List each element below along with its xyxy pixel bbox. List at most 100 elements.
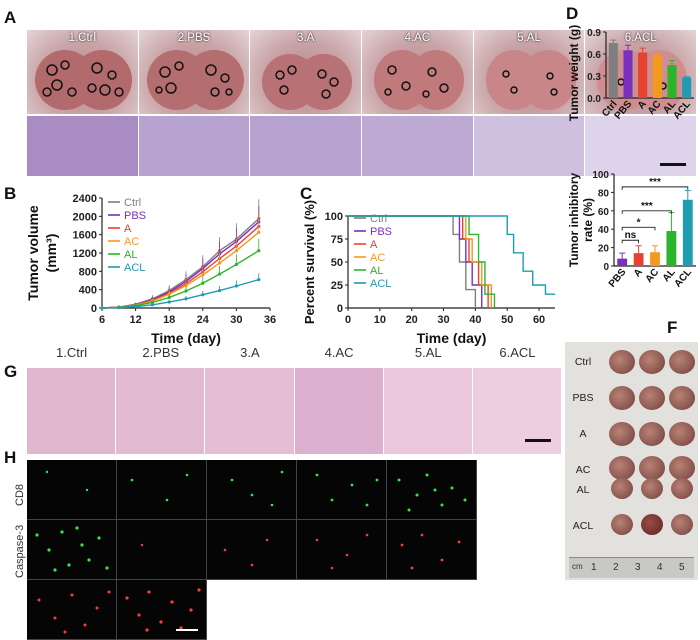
histology-image xyxy=(383,368,473,454)
histology-image xyxy=(473,116,586,176)
group-title: 1.Ctrl xyxy=(56,345,88,360)
tumor-sample xyxy=(639,386,665,410)
caspase-dots xyxy=(315,533,369,570)
ruler-tick: 2 xyxy=(613,562,619,573)
x-tick-label: 60 xyxy=(533,314,545,326)
fluorescence-image xyxy=(387,520,477,580)
tumor-sample xyxy=(669,350,695,374)
y-tick-label: 2400 xyxy=(73,193,97,205)
y-tick-label: 0.3 xyxy=(587,72,601,83)
fluorescence-image xyxy=(27,580,117,640)
x-tick-label: 10 xyxy=(374,314,386,326)
fluorescence-image xyxy=(207,520,297,580)
x-tick-label: 12 xyxy=(129,314,141,326)
histology-image xyxy=(205,368,295,454)
data-point xyxy=(234,262,238,267)
tumor-sample xyxy=(669,422,695,446)
data-point xyxy=(218,272,222,276)
legend-label: ACL xyxy=(124,262,145,274)
y-tick-label: 60 xyxy=(598,207,610,218)
panel-g-titles: 1.Ctrl 2.PBS 3.A 4.AC 5.AL 6.ACL xyxy=(27,345,562,360)
group-title: 4.AC xyxy=(324,345,354,360)
caspase-dots xyxy=(37,590,111,634)
lung-illustration xyxy=(262,54,353,110)
histology-image xyxy=(116,368,206,454)
x-tick-label: 40 xyxy=(469,314,481,326)
tumor-photo-panel: Ctrl PBS A AC AL ACL cm 1 2 3 4 5 xyxy=(565,342,698,580)
y-tick-label: 20 xyxy=(598,244,610,255)
fluorescence-image xyxy=(27,460,117,520)
data-point xyxy=(184,283,188,288)
panel-label-d: D xyxy=(566,4,579,23)
group-title: 5.AL xyxy=(414,345,442,360)
bar xyxy=(652,54,662,98)
group-title: 6.ACL xyxy=(624,32,657,44)
chart-e-inhibitory-rate: 0 20 40 60 80 100 Tumor inhibitory rate (%) PBS A… xyxy=(567,170,696,290)
ruler-tick: 1 xyxy=(591,562,597,573)
panel-label-b: B xyxy=(4,184,17,203)
bar xyxy=(608,43,618,98)
ruler-tick: 5 xyxy=(679,562,685,573)
data-point xyxy=(184,297,188,301)
data-point xyxy=(234,249,238,253)
tumor-sample xyxy=(609,350,635,374)
legend-label: ACL xyxy=(370,278,391,290)
histology-image xyxy=(27,116,139,176)
lung-photo: 2.PBS xyxy=(138,30,251,114)
tumor-sample xyxy=(611,478,633,499)
chart-c-survival: 0 25 50 75 100 0 10 20 30 40 50 60 Time (day) Percent… xyxy=(302,200,555,346)
bar xyxy=(682,199,693,266)
lung-illustration xyxy=(374,50,465,110)
lung-illustration xyxy=(35,50,132,110)
histology-image xyxy=(472,368,563,454)
legend-label: AC xyxy=(124,236,139,248)
legend-label: AC xyxy=(370,252,385,264)
y-tick-label: 0.0 xyxy=(587,94,601,105)
cd8-dots xyxy=(315,473,379,507)
caspase-dots xyxy=(400,533,461,570)
x-tick-label: PBS xyxy=(607,267,629,290)
y-tick-label: 0 xyxy=(91,303,97,315)
data-point xyxy=(201,281,205,285)
x-tick-label: ACL xyxy=(672,267,694,290)
x-tick-label: AC xyxy=(644,267,662,285)
chart-b-tumor-volume: 0 400 800 1200 1600 2000 2400 6 12 18 24 30 36 Time (… xyxy=(25,193,276,346)
row-label: AC xyxy=(575,464,591,476)
legend-label: AL xyxy=(370,265,383,277)
data-point xyxy=(167,300,171,304)
bar xyxy=(682,77,692,98)
cd8-dots xyxy=(230,470,284,507)
tumor-sample xyxy=(611,514,633,535)
ruler: cm 1 2 3 4 5 xyxy=(569,557,694,578)
legend-label: PBS xyxy=(370,226,392,238)
panel-label-g: G xyxy=(4,362,18,381)
y-tick-label: 1600 xyxy=(73,230,97,242)
tumor-sample xyxy=(639,422,665,446)
y-tick-label: 0 xyxy=(603,262,609,273)
panel-label-h: H xyxy=(4,448,17,467)
scale-bar xyxy=(660,163,687,166)
row-label: Ctrl xyxy=(574,356,592,368)
x-tick-label: 30 xyxy=(437,314,449,326)
data-point xyxy=(184,289,188,293)
bar xyxy=(617,258,628,266)
y-tick-label: 25 xyxy=(331,280,343,292)
significance-label: ns xyxy=(625,230,637,241)
significance-bracket xyxy=(621,239,640,244)
fluorescence-image xyxy=(207,460,297,520)
lung-photo: 3.A xyxy=(250,30,363,114)
fluorescence-image xyxy=(117,460,207,520)
bar xyxy=(623,50,633,98)
group-title: 3.A xyxy=(240,345,260,360)
data-point xyxy=(218,261,222,265)
y-tick-label: 1200 xyxy=(73,248,97,260)
caspase-dots xyxy=(140,543,144,547)
cd8-dots xyxy=(130,473,189,502)
panel-label-c: C xyxy=(300,184,313,203)
fluorescence-image xyxy=(117,520,207,580)
group-title: 3.A xyxy=(297,32,315,44)
bar xyxy=(650,252,660,266)
y-axis-title: Percent survival (%) xyxy=(302,200,317,324)
row-label: ACL xyxy=(572,520,594,532)
